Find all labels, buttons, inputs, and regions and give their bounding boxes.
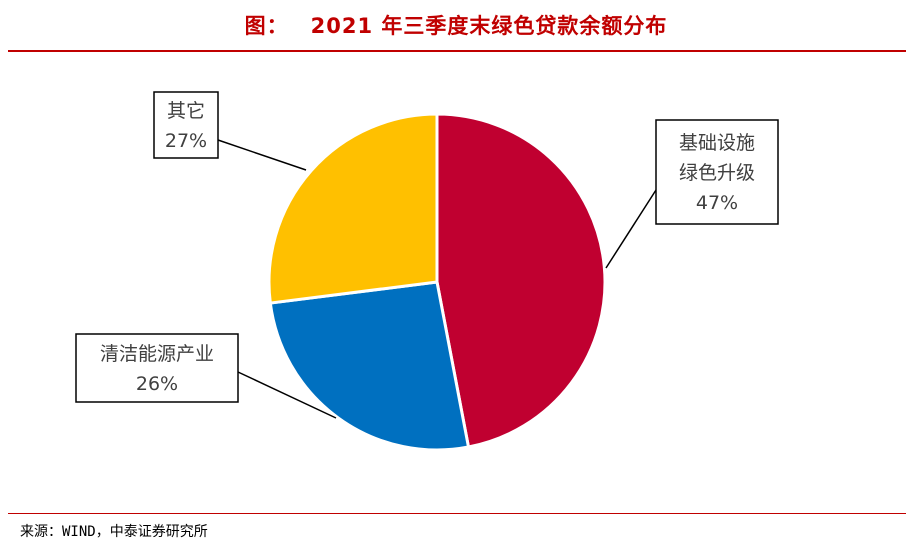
title-prefix: 图： [244, 14, 289, 38]
category-label-clean-energy: 清洁能源产业 [100, 343, 214, 365]
data-label-other: 27% [165, 130, 207, 152]
callout-box-infrastructure [655, 119, 779, 225]
category-label-infrastructure: 绿色升级 [679, 162, 755, 184]
leader-line-clean-energy [237, 371, 337, 419]
pie-slice-infrastructure [435, 112, 607, 449]
pie-slice-clean-energy [268, 280, 470, 452]
data-label-infrastructure: 47% [696, 192, 738, 214]
callout-other: 其它 27% [153, 91, 307, 171]
pie-slice-other [267, 112, 439, 305]
callout-box-other [153, 91, 219, 159]
data-label-clean-energy: 26% [136, 373, 178, 395]
footer-divider [8, 513, 906, 514]
leader-line-infrastructure [605, 189, 657, 269]
title-divider [8, 50, 906, 52]
title-main: 2021 年三季度末绿色贷款余额分布 [310, 14, 668, 38]
callout-box-clean-energy [75, 333, 239, 403]
callout-clean-energy: 清洁能源产业 26% [75, 333, 337, 419]
leader-line-other [217, 139, 307, 171]
chart-title: 图： 2021 年三季度末绿色贷款余额分布 [0, 10, 912, 40]
category-label-infrastructure: 基础设施 [679, 132, 755, 154]
category-label-other: 其它 [167, 100, 205, 122]
source-note: 来源：WIND，中泰证券研究所 [20, 524, 208, 540]
